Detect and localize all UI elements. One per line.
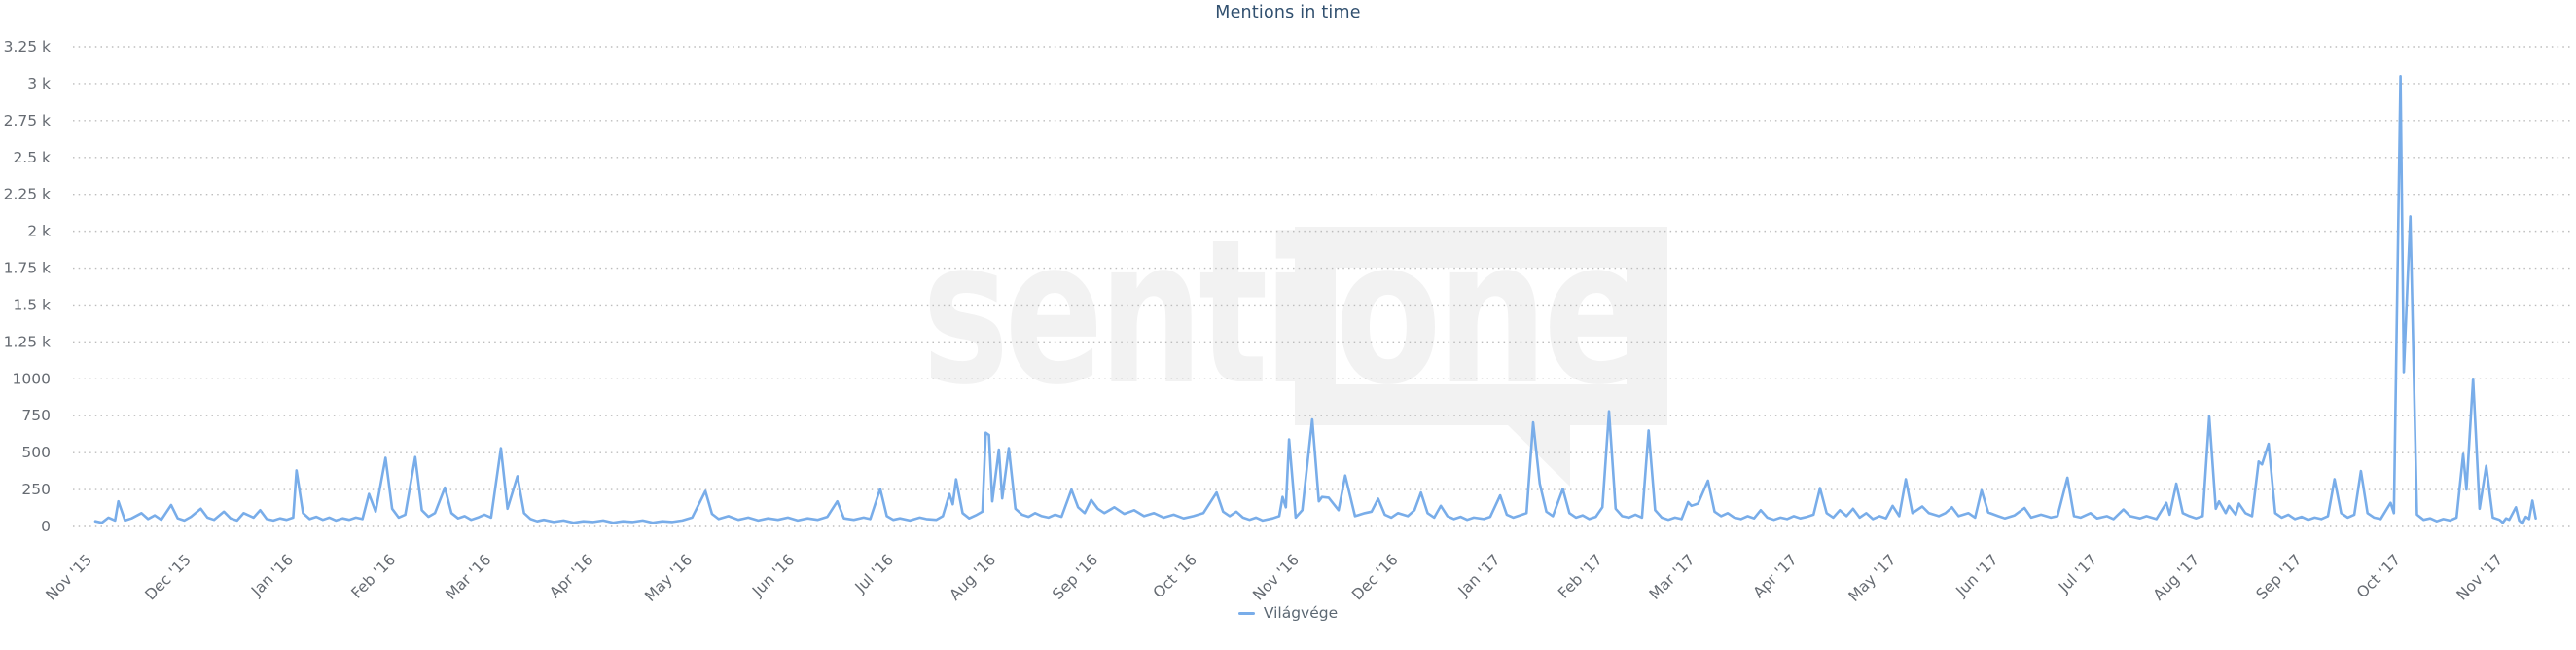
x-axis-label: Nov '15	[43, 551, 96, 604]
chart-title: Mentions in time	[1215, 3, 1361, 22]
y-axis-label: 1000	[13, 370, 51, 387]
y-axis-label: 1.75 k	[4, 260, 51, 277]
x-axis-label: Apr '17	[1750, 551, 1801, 601]
legend-marker-line	[1237, 611, 1255, 615]
y-axis-label: 3 k	[27, 75, 51, 92]
legend-item-vilagvege[interactable]: Világvége	[1237, 604, 1339, 622]
x-axis-label: Aug '17	[2150, 551, 2203, 604]
x-axis-label: Apr '16	[546, 551, 596, 601]
y-axis-label: 2.5 k	[13, 149, 51, 166]
x-axis-label: Jun '16	[748, 551, 798, 600]
x-axis-label: Nov '16	[1249, 551, 1303, 604]
x-axis-label: Jun '17	[1952, 551, 2002, 600]
watermark-speech-bubble	[1295, 227, 1667, 425]
y-axis-label: 1.5 k	[13, 296, 51, 313]
y-axis-label: 0	[41, 518, 51, 535]
x-axis-label: Feb '17	[1555, 551, 1606, 602]
x-axis-label: Oct '17	[2353, 551, 2404, 601]
x-axis-label: Sep '16	[1049, 551, 1101, 603]
x-axis-label: Jan '17	[1454, 551, 1504, 600]
series-line-világvége[interactable]	[93, 75, 2537, 525]
y-axis-label: 250	[21, 481, 51, 498]
x-axis-label: Mar '16	[443, 551, 495, 603]
x-axis-label: Aug '16	[947, 551, 1000, 604]
y-axis-label: 2 k	[27, 223, 51, 240]
y-axis-label: 500	[21, 444, 51, 461]
y-axis-label: 1.25 k	[4, 333, 51, 350]
x-axis-label: Sep '17	[2253, 551, 2306, 603]
y-axis-label: 3.25 k	[4, 38, 51, 55]
y-axis-label: 2.75 k	[4, 112, 51, 129]
x-axis-label: Oct '16	[1150, 551, 1200, 601]
watermark-senti-text: senti	[922, 197, 1309, 429]
legend: Világvége	[0, 604, 2576, 622]
x-axis-label: Jul '17	[2055, 551, 2100, 596]
watermark-one-text: one	[1335, 197, 1644, 429]
x-axis-label: Dec '16	[1348, 551, 1401, 603]
x-axis-label: Feb '16	[348, 551, 400, 602]
x-axis-label: Nov '17	[2453, 551, 2507, 604]
y-axis-label: 2.25 k	[4, 186, 51, 203]
x-axis-label: Jan '16	[247, 551, 297, 600]
legend-series-label: Világvége	[1263, 604, 1339, 622]
x-axis-label: May '17	[1845, 551, 1900, 605]
x-axis-label: Jul '16	[851, 551, 897, 596]
x-axis-label: Mar '17	[1646, 551, 1699, 603]
y-axis-label: 750	[21, 407, 51, 424]
x-axis-label: Dec '15	[142, 551, 195, 603]
x-axis-label: May '16	[641, 551, 696, 605]
